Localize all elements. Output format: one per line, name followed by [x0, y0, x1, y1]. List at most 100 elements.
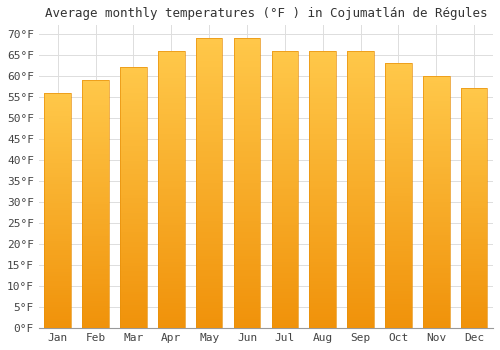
Bar [423, 119, 450, 121]
Bar [196, 151, 222, 154]
Bar [44, 116, 71, 119]
Bar [44, 93, 71, 328]
Bar [234, 209, 260, 212]
Bar [272, 145, 298, 148]
Bar [272, 256, 298, 259]
Bar [310, 162, 336, 164]
Bar [310, 50, 336, 328]
Bar [158, 289, 184, 292]
Bar [310, 134, 336, 136]
Bar [423, 278, 450, 280]
Bar [82, 249, 109, 251]
Bar [348, 201, 374, 203]
Bar [348, 270, 374, 273]
Bar [348, 248, 374, 251]
Bar [82, 154, 109, 157]
Bar [385, 63, 411, 66]
Bar [385, 286, 411, 288]
Bar [82, 214, 109, 217]
Bar [423, 104, 450, 106]
Bar [120, 250, 146, 253]
Bar [348, 234, 374, 237]
Bar [423, 308, 450, 310]
Bar [348, 81, 374, 84]
Bar [82, 239, 109, 241]
Bar [120, 172, 146, 174]
Bar [196, 206, 222, 209]
Bar [234, 195, 260, 197]
Bar [82, 251, 109, 254]
Bar [234, 253, 260, 256]
Bar [348, 211, 374, 214]
Bar [158, 192, 184, 195]
Bar [310, 228, 336, 231]
Bar [461, 141, 487, 144]
Bar [348, 267, 374, 270]
Bar [272, 117, 298, 120]
Bar [461, 124, 487, 127]
Bar [385, 127, 411, 130]
Bar [120, 276, 146, 279]
Bar [120, 323, 146, 326]
Bar [82, 206, 109, 209]
Bar [348, 109, 374, 112]
Bar [423, 156, 450, 159]
Bar [158, 267, 184, 270]
Bar [196, 180, 222, 183]
Bar [82, 234, 109, 236]
Bar [120, 297, 146, 300]
Bar [158, 64, 184, 67]
Bar [461, 120, 487, 122]
Bar [196, 232, 222, 235]
Bar [120, 234, 146, 237]
Bar [82, 274, 109, 276]
Bar [423, 290, 450, 293]
Bar [158, 153, 184, 156]
Bar [158, 50, 184, 53]
Bar [120, 201, 146, 203]
Bar [196, 44, 222, 47]
Bar [196, 61, 222, 64]
Bar [120, 315, 146, 318]
Bar [348, 156, 374, 159]
Bar [385, 95, 411, 98]
Bar [461, 91, 487, 93]
Bar [461, 105, 487, 107]
Bar [310, 92, 336, 95]
Bar [385, 310, 411, 312]
Bar [196, 87, 222, 90]
Bar [310, 278, 336, 281]
Bar [310, 314, 336, 317]
Bar [158, 148, 184, 150]
Bar [310, 245, 336, 248]
Bar [423, 167, 450, 169]
Bar [461, 234, 487, 237]
Bar [310, 139, 336, 142]
Bar [196, 264, 222, 267]
Bar [461, 271, 487, 273]
Bar [120, 159, 146, 161]
Bar [423, 293, 450, 295]
Bar [82, 179, 109, 182]
Bar [461, 170, 487, 172]
Bar [120, 232, 146, 234]
Bar [196, 203, 222, 206]
Bar [461, 287, 487, 290]
Bar [461, 151, 487, 153]
Bar [461, 206, 487, 208]
Bar [423, 227, 450, 230]
Bar [196, 293, 222, 296]
Bar [120, 229, 146, 232]
Bar [348, 209, 374, 211]
Bar [120, 219, 146, 221]
Bar [272, 270, 298, 273]
Bar [423, 245, 450, 247]
Bar [196, 244, 222, 247]
Bar [348, 264, 374, 267]
Bar [158, 86, 184, 89]
Bar [234, 55, 260, 58]
Bar [196, 107, 222, 111]
Bar [234, 282, 260, 285]
Bar [120, 75, 146, 78]
Bar [423, 108, 450, 111]
